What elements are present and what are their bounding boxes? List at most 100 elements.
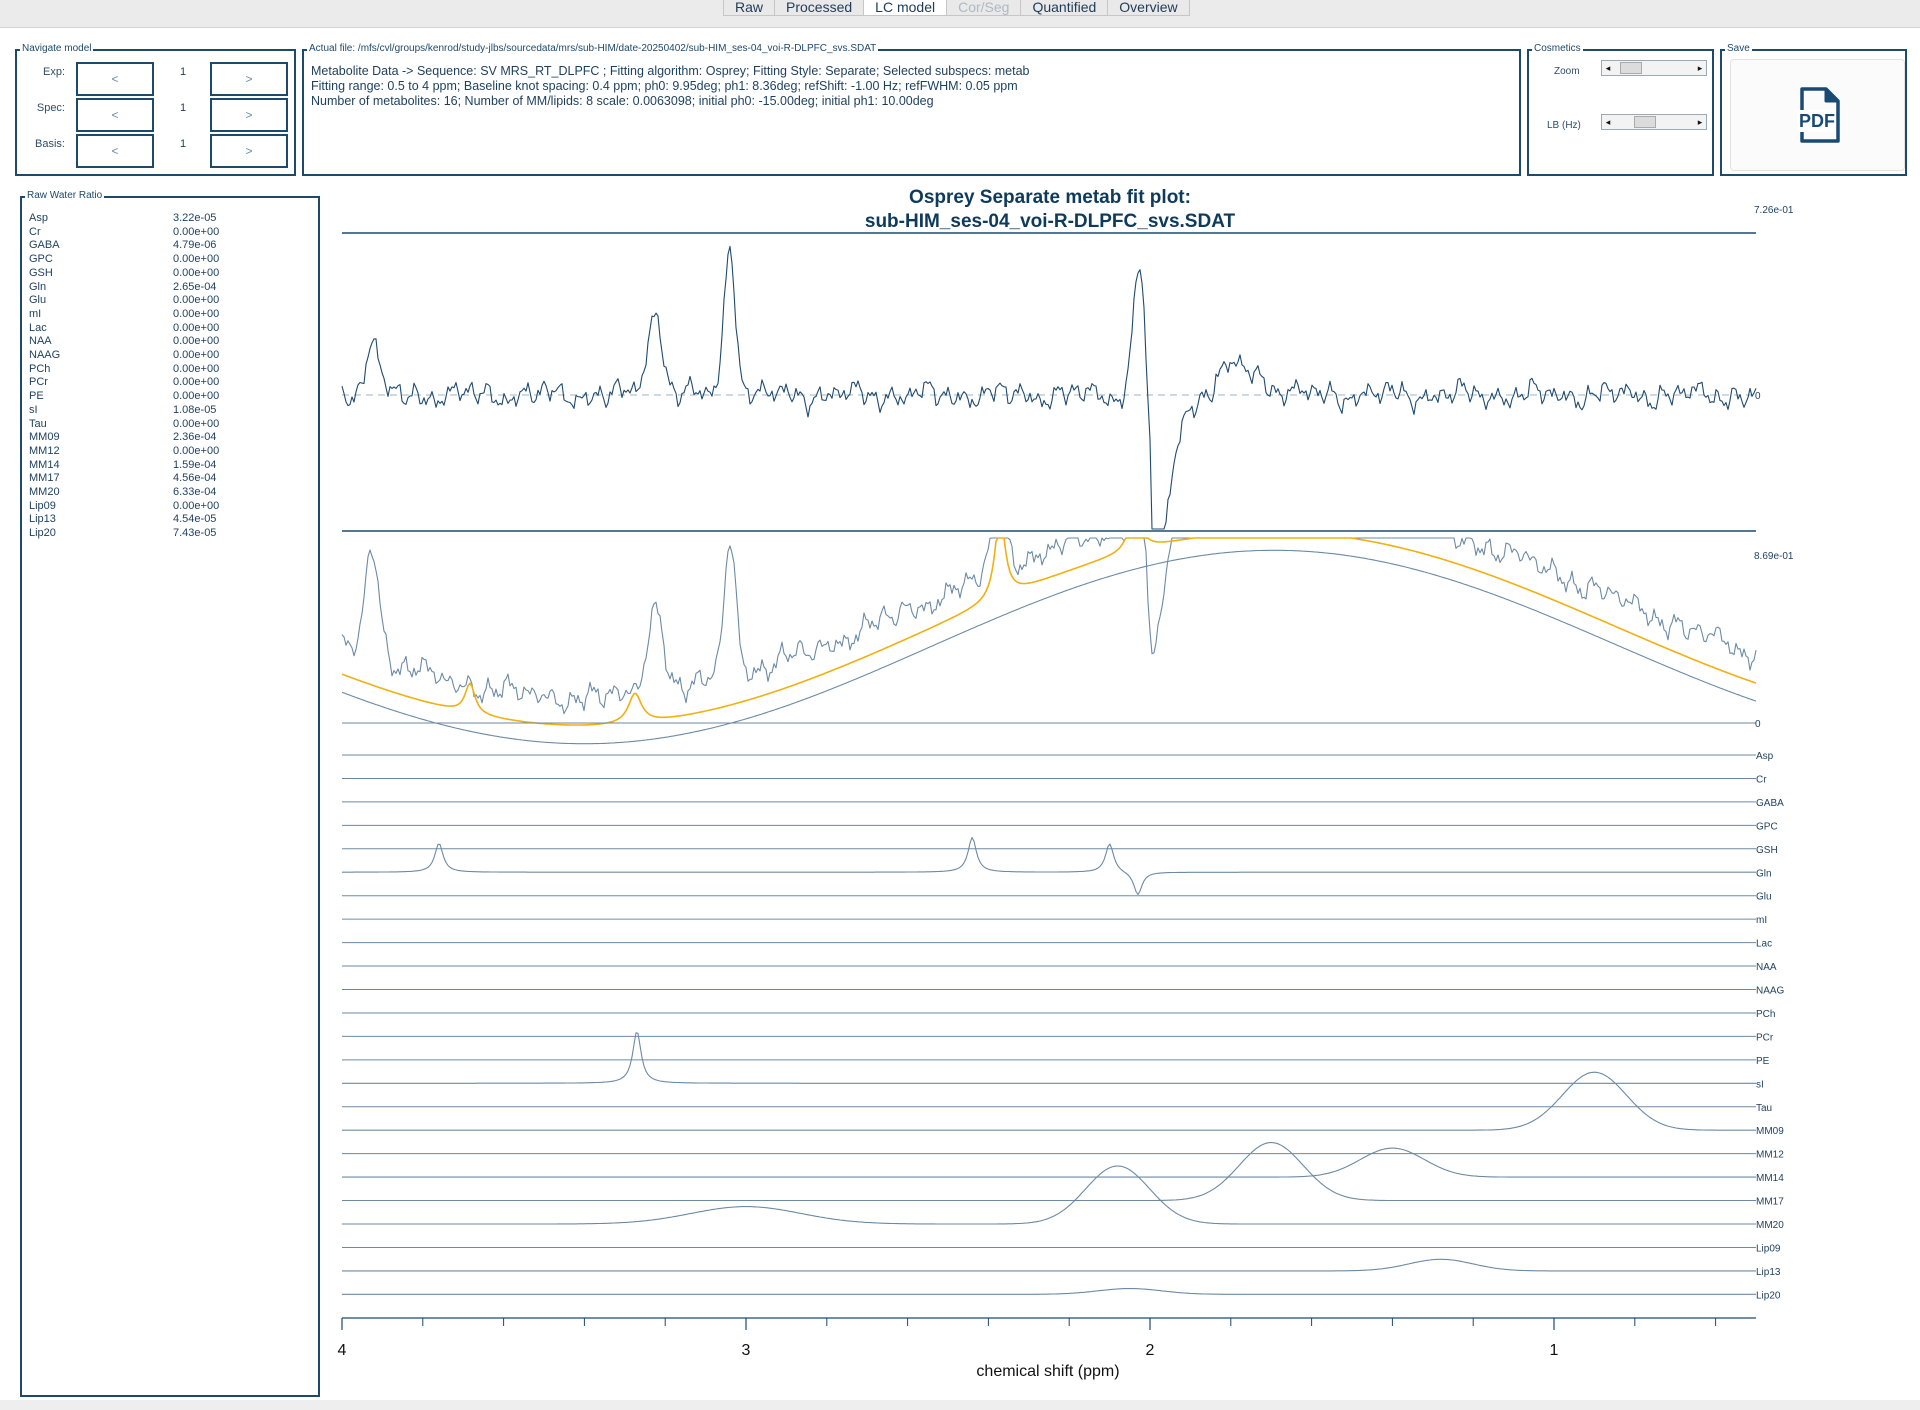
zoom-label: Zoom: [1554, 66, 1580, 77]
basis-label: MM20: [1756, 1220, 1784, 1231]
basis-label: Tau: [1756, 1103, 1772, 1114]
spec-prev-button[interactable]: <: [76, 98, 154, 132]
basis-line: [342, 1032, 1756, 1084]
ratio-row: Cr 0.00e+00: [29, 226, 229, 240]
ratio-value: 0.00e+00: [173, 499, 220, 512]
tab-overview[interactable]: Overview: [1107, 0, 1190, 16]
basis-label: Lip13: [1756, 1267, 1781, 1278]
ratio-row: Asp 3.22e-05: [29, 212, 229, 226]
save-title: Save: [1725, 43, 1752, 55]
ratio-row: MM14 1.59e-04: [29, 459, 229, 473]
slider-left-arrow-icon[interactable]: ◂: [1605, 63, 1611, 73]
ratio-metabolite-name: GPC: [29, 253, 53, 266]
ratio-value: 7.43e-05: [173, 527, 217, 540]
lb-slider[interactable]: ◂ ▸: [1601, 114, 1707, 130]
basis-prev-button[interactable]: <: [76, 134, 154, 168]
slider-right-arrow-icon[interactable]: ▸: [1697, 63, 1703, 73]
ratio-metabolite-name: PE: [29, 390, 44, 403]
zoom-slider[interactable]: ◂ ▸: [1601, 60, 1707, 76]
fit-settings-line-2: Fitting range: 0.5 to 4 ppm; Baseline kn…: [311, 79, 1018, 93]
ratio-value: 6.33e-04: [173, 486, 217, 498]
navigate-model-title: Navigate model: [20, 43, 94, 55]
basis-label: GABA: [1756, 798, 1784, 809]
exp-prev-button[interactable]: <: [76, 62, 154, 96]
basis-next-button[interactable]: >: [210, 134, 288, 168]
spectrum-data-trace: [341, 537, 1757, 715]
ratio-row: MM09 2.36e-04: [29, 431, 229, 445]
ratio-row: Lip13 4.54e-05: [29, 513, 229, 527]
raw-water-ratio-title: Raw Water Ratio: [25, 190, 105, 202]
basis-label: Asp: [1756, 751, 1774, 762]
basis-line: [342, 1147, 1756, 1178]
ratio-metabolite-name: PCh: [29, 362, 51, 375]
ratio-metabolite-name: NAAG: [29, 349, 61, 361]
residual-trace: [341, 245, 1757, 530]
basis-label: mI: [1756, 915, 1767, 926]
x-tick-label: 3: [742, 1342, 751, 1359]
zoom-slider-thumb[interactable]: [1619, 62, 1642, 74]
ratio-metabolite-name: sI: [29, 403, 38, 416]
ratio-value: 0.00e+00: [173, 266, 220, 279]
basis-label: Basis:: [35, 138, 65, 150]
ratio-row: NAAG 0.00e+00: [29, 349, 229, 363]
ratio-row: Lac 0.00e+00: [29, 322, 229, 336]
spec-next-button[interactable]: >: [210, 98, 288, 132]
ratio-metabolite-name: mI: [29, 307, 42, 320]
ratio-row: GSH 0.00e+00: [29, 267, 229, 281]
ratio-row: PE 0.00e+00: [29, 390, 229, 404]
ratio-value: 0.00e+00: [173, 376, 220, 389]
ratio-metabolite-name: MM20: [29, 486, 60, 498]
ratio-value: 4.54e-05: [173, 513, 217, 526]
spec-value: 1: [179, 102, 187, 114]
basis-line: [342, 1142, 1756, 1202]
ratio-row: GPC 0.00e+00: [29, 253, 229, 267]
tab-processed[interactable]: Processed: [774, 0, 865, 16]
basis-label: NAA: [1756, 962, 1777, 973]
ratio-value: 0.00e+00: [173, 362, 220, 375]
ratio-row: Gln 2.65e-04: [29, 281, 229, 295]
save-panel: Save PDF: [1720, 43, 1907, 176]
ratio-value: 1.08e-05: [173, 403, 217, 416]
lb-slider-thumb[interactable]: [1634, 116, 1657, 128]
ratio-row: MM20 6.33e-04: [29, 486, 229, 500]
ratio-metabolite-name: Tau: [29, 417, 47, 430]
fit-settings-text: Metabolite Data -> Sequence: SV MRS_RT_D…: [311, 64, 1030, 109]
model-fit-trace: [341, 537, 1757, 726]
save-pdf-button[interactable]: PDF: [1730, 59, 1905, 171]
x-tick-label: 2: [1146, 1342, 1155, 1359]
fit-zero-label: 0: [1755, 719, 1761, 730]
basis-label: Lip09: [1756, 1243, 1781, 1254]
cosmetics-panel: Cosmetics Zoom ◂ ▸ LB (Hz) ◂ ▸: [1527, 43, 1714, 176]
basis-label: sI: [1756, 1079, 1764, 1090]
ratio-value: 4.79e-06: [173, 239, 217, 252]
ratio-value: 0.00e+00: [173, 417, 220, 430]
ratio-value: 0.00e+00: [173, 335, 220, 348]
tab-list: Raw Processed LC model Cor/Seg Quantifie…: [723, 0, 1190, 16]
file-path: Actual file: /mfs/cvl/groups/kenrod/stud…: [307, 43, 879, 55]
exp-label: Exp:: [42, 66, 65, 78]
ratio-metabolite-name: GSH: [29, 266, 53, 279]
ratio-value: 3.22e-05: [173, 212, 217, 224]
ratio-value: 0.00e+00: [173, 390, 220, 403]
basis-label: GSH: [1756, 845, 1778, 856]
x-tick-label: 4: [338, 1342, 347, 1359]
ratio-metabolite-name: Lac: [29, 321, 47, 334]
fit-settings-line-3: Number of metabolites: 16; Number of MM/…: [311, 94, 934, 108]
slider-right-arrow-icon[interactable]: ▸: [1697, 117, 1703, 127]
spec-label: Spec:: [36, 102, 65, 114]
ratio-row: GABA 4.79e-06: [29, 239, 229, 253]
plot-title-line-1: Osprey Separate metab fit plot:: [909, 187, 1191, 208]
ratio-value: 0.00e+00: [173, 444, 220, 457]
x-tick-label: 1: [1550, 1342, 1559, 1359]
x-axis-label: chemical shift (ppm): [976, 1363, 1119, 1380]
ratio-metabolite-name: GABA: [29, 239, 60, 252]
ratio-metabolite-name: NAA: [29, 335, 52, 348]
ratio-value: 0.00e+00: [173, 307, 220, 320]
residual-zero-label: 0: [1755, 391, 1761, 402]
exp-next-button[interactable]: >: [210, 62, 288, 96]
ratio-metabolite-name: MM17: [29, 472, 60, 485]
basis-line: [342, 1258, 1756, 1272]
slider-left-arrow-icon[interactable]: ◂: [1605, 117, 1611, 127]
basis-label: Lac: [1756, 939, 1772, 950]
tab-quantified[interactable]: Quantified: [1020, 0, 1109, 16]
